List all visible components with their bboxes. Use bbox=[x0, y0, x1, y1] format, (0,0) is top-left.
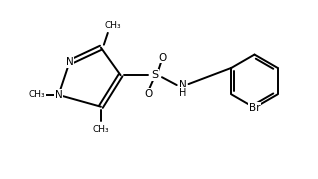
Text: CH₃: CH₃ bbox=[93, 125, 109, 134]
Text: N: N bbox=[179, 80, 186, 90]
Text: Br: Br bbox=[249, 103, 260, 113]
Text: O: O bbox=[159, 52, 167, 62]
Text: S: S bbox=[151, 70, 159, 80]
Text: CH₃: CH₃ bbox=[104, 21, 121, 30]
Text: N: N bbox=[55, 90, 62, 100]
Text: N: N bbox=[66, 57, 73, 67]
Text: H: H bbox=[179, 88, 186, 98]
Text: O: O bbox=[144, 89, 152, 99]
Text: CH₃: CH₃ bbox=[29, 90, 45, 99]
